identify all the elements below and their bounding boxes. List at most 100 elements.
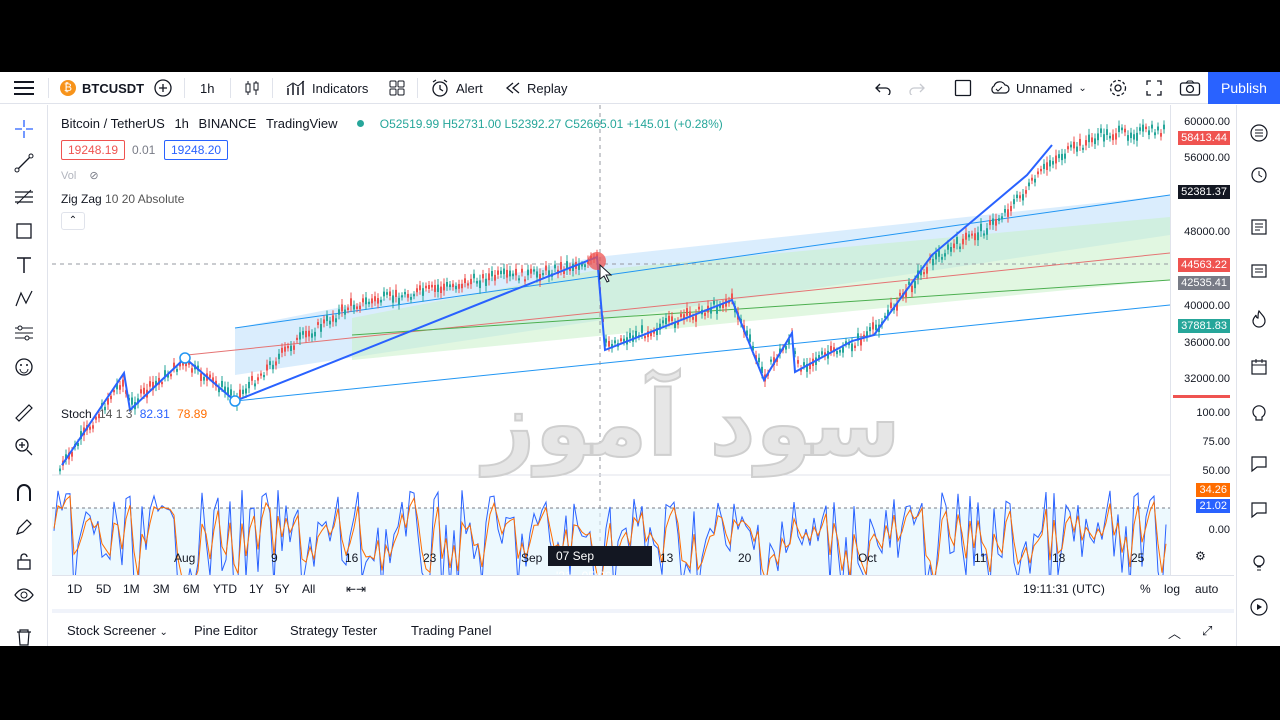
candle-body (965, 232, 967, 240)
broadcast-icon[interactable] (1247, 595, 1271, 619)
zoom-in-icon[interactable] (12, 435, 36, 459)
candle-body (950, 247, 952, 252)
settings-gear-icon[interactable] (1108, 72, 1128, 104)
log-toggle[interactable]: log (1164, 582, 1181, 596)
layout-square-icon[interactable] (954, 72, 972, 104)
calendar-icon[interactable] (1247, 355, 1271, 379)
candle-body (140, 389, 142, 394)
pattern-tool-icon[interactable] (12, 287, 36, 311)
utc-clock[interactable]: 19:11:31 (UTC) (1023, 582, 1105, 596)
candle-body (1067, 146, 1069, 150)
range-5d[interactable]: 5D (96, 582, 112, 596)
camera-icon[interactable] (1179, 72, 1201, 104)
percent-toggle[interactable]: % (1140, 582, 1151, 596)
templates-icon[interactable] (388, 72, 406, 104)
hotlists-flame-icon[interactable] (1247, 307, 1271, 331)
magnet-icon[interactable] (12, 481, 36, 505)
prediction-tool-icon[interactable] (12, 321, 36, 345)
candles-icon[interactable] (243, 72, 261, 104)
time-label: 18 (1052, 551, 1066, 565)
maximize-panel-icon[interactable]: ⤢ (1202, 623, 1213, 638)
candle-body (359, 305, 361, 310)
alerts-clock-icon[interactable] (1247, 162, 1271, 186)
range-5y[interactable]: 5Y (275, 582, 290, 596)
redo-icon[interactable] (908, 72, 926, 104)
price-axis[interactable]: 60000.00 58413.44 56000.00 52381.37 4800… (1170, 105, 1234, 575)
collapse-chevron-icon[interactable]: ⌃ (61, 212, 85, 230)
auto-toggle[interactable]: auto (1195, 582, 1219, 596)
candle-body (1019, 195, 1021, 199)
range-all[interactable]: All (302, 582, 316, 596)
undo-icon[interactable] (874, 72, 892, 104)
tab-strategy-tester[interactable]: Strategy Tester (290, 623, 378, 638)
time-axis[interactable]: Aug 9 16 23 Sep 07 Sep '21 05:00 13 20 Oc… (52, 546, 1234, 583)
tips-bulb-icon[interactable] (1247, 551, 1271, 575)
candle-body (335, 318, 337, 323)
candle-body (392, 295, 394, 303)
time-label: 25 (1131, 551, 1145, 565)
trash-icon[interactable] (12, 625, 36, 646)
fib-tool-icon[interactable] (12, 185, 36, 209)
eye-icon[interactable] (12, 583, 36, 607)
lock-icon[interactable] (12, 549, 36, 573)
range-1d[interactable]: 1D (67, 582, 83, 596)
candle-body (980, 223, 982, 232)
trend-line-icon[interactable] (12, 151, 36, 175)
drawing-mode-icon[interactable] (12, 515, 36, 539)
alert-button[interactable]: Alert (430, 72, 483, 104)
candle-body (155, 380, 157, 387)
range-1y[interactable]: 1Y (249, 582, 264, 596)
text-tool-icon[interactable] (12, 253, 36, 277)
streams-chat-icon[interactable] (1247, 451, 1271, 475)
candle-body (989, 220, 991, 226)
menu-icon[interactable] (14, 72, 34, 104)
buy-button[interactable]: 19248.20 (164, 140, 229, 160)
add-symbol-icon[interactable] (154, 72, 172, 104)
symbol-search[interactable]: ₿ BTCUSDT (60, 72, 144, 104)
replay-button[interactable]: Replay (505, 72, 567, 104)
layout-name-button[interactable]: Unnamed ⌄ (988, 72, 1087, 104)
data-window-icon[interactable] (1247, 259, 1271, 283)
watchlist-icon[interactable] (1247, 121, 1271, 145)
tab-pine-editor[interactable]: Pine Editor (194, 623, 258, 638)
indicators-button[interactable]: Indicators (286, 72, 368, 104)
tab-trading-panel[interactable]: Trading Panel (411, 623, 492, 638)
range-6m[interactable]: 6M (183, 582, 200, 596)
candle-body (899, 292, 901, 296)
chat-bubble-icon[interactable] (1247, 497, 1271, 521)
candle-body (1097, 133, 1099, 141)
candle-body (314, 331, 316, 337)
range-1m[interactable]: 1M (123, 582, 140, 596)
candle-body (779, 348, 781, 354)
ruler-icon[interactable] (12, 401, 36, 425)
publish-button[interactable]: Publish (1208, 72, 1280, 104)
candle-body (890, 302, 892, 308)
candle-body (377, 298, 379, 304)
market-open-dot (357, 120, 365, 127)
range-ytd[interactable]: YTD (213, 582, 237, 596)
chevron-up-icon[interactable]: ︿ (1168, 626, 1182, 641)
date-range-icon[interactable]: ⇤⇥ (346, 582, 367, 596)
range-3m[interactable]: 3M (153, 582, 170, 596)
right-toolbar (1236, 105, 1280, 646)
candle-body (455, 285, 457, 290)
candle-body (983, 233, 985, 236)
candle-body (1007, 209, 1009, 217)
crosshair-icon[interactable] (12, 117, 36, 141)
candle-body (59, 468, 61, 472)
axis-settings-gear-icon[interactable]: ⚙ (1195, 549, 1206, 563)
candle-body (962, 238, 964, 245)
candle-body (656, 328, 658, 335)
candle-body (920, 269, 922, 276)
price-chart[interactable]: سود آموز (52, 105, 1170, 575)
emoji-icon[interactable] (12, 355, 36, 379)
sell-button[interactable]: 19248.19 (61, 140, 126, 160)
interval-button[interactable]: 1h (200, 72, 214, 104)
fullscreen-icon[interactable] (1145, 72, 1163, 104)
candle-body (530, 268, 532, 274)
rectangle-tool-icon[interactable] (12, 219, 36, 243)
tab-stock-screener[interactable]: Stock Screener ⌄ (67, 623, 168, 638)
candle-body (152, 381, 154, 390)
ideas-lightbulb-icon[interactable] (1247, 401, 1271, 425)
news-icon[interactable] (1247, 215, 1271, 239)
